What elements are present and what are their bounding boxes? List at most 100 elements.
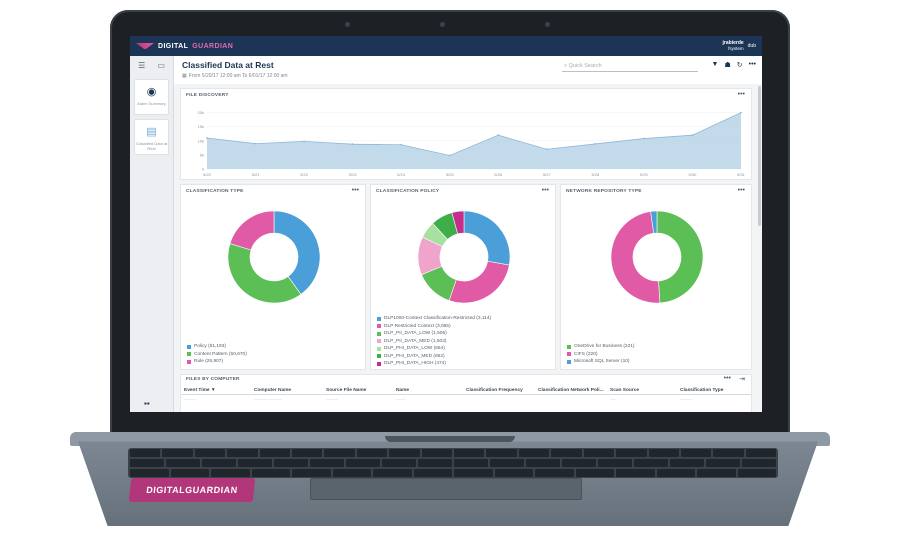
- x-tick-label: 5/23: [349, 172, 358, 177]
- logo-mark-icon: [136, 43, 154, 49]
- alarm-icon: ◉: [146, 86, 157, 98]
- filter-panel-icon[interactable]: ☰: [138, 61, 146, 70]
- more-icon[interactable]: •••: [748, 61, 756, 68]
- column-header[interactable]: Event Time ▼: [184, 388, 216, 393]
- files-table: Event Time ▼ Computer Name Source File Nam…: [181, 387, 751, 401]
- data-point: [594, 143, 597, 145]
- legend-item[interactable]: Microsoft SQL Server (10): [567, 358, 635, 366]
- legend-swatch: [187, 352, 191, 357]
- column-header[interactable]: Name: [396, 388, 410, 393]
- legend-item[interactable]: Rule (25,907): [187, 358, 247, 366]
- column-header[interactable]: Classification Frequency: [466, 388, 523, 393]
- laptop-hinge: [385, 436, 515, 442]
- classification-type-panel: CLASSIFICATION TYPE ••• Policy (51,193) C…: [180, 184, 366, 370]
- files-by-computer-panel: FILES BY COMPUTER ••• ⇥ Event Time ▼ Comp…: [180, 374, 752, 412]
- refresh-icon[interactable]: ↻: [736, 62, 743, 69]
- table-header: Event Time ▼ Computer Name Source File Nam…: [181, 387, 751, 395]
- touchpad: [310, 478, 582, 500]
- legend-item[interactable]: DLP_PHI_DATA_LOW (664): [377, 345, 491, 353]
- panel-menu-button[interactable]: •••: [351, 187, 359, 194]
- legend-label: Microsoft SQL Server (10): [574, 359, 630, 365]
- pie-slice: [273, 210, 321, 295]
- legend-swatch: [187, 359, 191, 364]
- user-domain: fsystem: [728, 46, 744, 51]
- panel-menu-button[interactable]: •••: [737, 187, 745, 194]
- legend-label: Content Pattern (50,670): [194, 351, 247, 357]
- x-tick-label: 5/26: [494, 172, 503, 177]
- keyboard: [128, 448, 778, 478]
- sensor-dot: [345, 22, 350, 27]
- legend-label: DLP_PHI_DATA_HIGH (474): [384, 361, 446, 367]
- app-header: DIGITAL GUARDIAN jrabierde fsystem dub: [130, 36, 762, 56]
- scrollbar[interactable]: [758, 86, 761, 226]
- panel-menu-button[interactable]: •••: [723, 375, 731, 382]
- sidebar: ☰ ▭ ◉ Alarm Summary ▤ Classified Data at…: [130, 56, 174, 412]
- network-repository-panel: NETWORK REPOSITORY TYPE ••• OneDrive for…: [560, 184, 752, 370]
- panel-menu-button[interactable]: •••: [541, 187, 549, 194]
- user-name: jrabierde: [722, 40, 744, 46]
- x-tick-label: 5/20: [203, 172, 212, 177]
- legend-label: DLP Restricted Context (3,065): [384, 323, 451, 329]
- panel-title: FILE DISCOVERY: [186, 93, 229, 98]
- legend-item[interactable]: DLP_PHI_DATA_HIGH (474): [377, 360, 491, 368]
- sidebar-card-alarm-summary[interactable]: ◉ Alarm Summary: [134, 79, 169, 115]
- legend-swatch: [377, 354, 381, 359]
- legend-item[interactable]: DLP_PII_DATA_LOW (1,505): [377, 330, 491, 338]
- y-tick-label: 20k: [198, 110, 204, 115]
- date-range[interactable]: ▦ From 5/20/17 12:00 am To 6/01/17 12:00 …: [182, 73, 754, 79]
- data-point: [740, 111, 742, 114]
- page-title: Classified Data at Rest: [182, 60, 274, 70]
- network-repository-chart: [610, 210, 704, 304]
- data-point: [448, 154, 451, 157]
- legend-swatch: [377, 324, 381, 329]
- data-point: [351, 143, 354, 146]
- sidebar-card-classified-data[interactable]: ▤ Classified Data at Rest: [134, 119, 169, 155]
- brand-logo[interactable]: DIGITAL GUARDIAN: [136, 43, 233, 50]
- column-header[interactable]: Classification Network Poli...: [538, 388, 604, 393]
- y-tick-label: 10k: [198, 138, 204, 143]
- legend-item[interactable]: DLP Restricted Context (3,065): [377, 323, 491, 331]
- legend-swatch: [377, 346, 381, 351]
- y-tick-label: 5k: [200, 152, 204, 157]
- toolbar: ▼ ☗ ↻ •••: [712, 61, 756, 69]
- column-header[interactable]: Computer Name: [254, 388, 292, 393]
- legend-item[interactable]: DLP_PHI_DATA_MED (862): [377, 353, 491, 361]
- table-row[interactable]: --------- ---------- ---------- --------- -…: [184, 395, 692, 401]
- y-tick-label: 0: [202, 167, 205, 172]
- data-point: [254, 142, 257, 145]
- legend-swatch: [377, 331, 381, 336]
- legend-label: DLP_PII_DATA_LOW (1,505): [384, 331, 447, 337]
- legend-item[interactable]: Policy (51,193): [187, 343, 247, 351]
- pie-slice: [610, 211, 661, 304]
- collapse-icon[interactable]: ⇥: [739, 376, 745, 383]
- data-point: [497, 134, 500, 137]
- user-badge: dub: [747, 43, 756, 49]
- data-point: [206, 137, 208, 139]
- classification-policy-panel: CLASSIFICATION POLICY ••• DLP1000-Contex…: [370, 184, 556, 370]
- filter-icon[interactable]: ▼: [711, 61, 719, 68]
- column-header[interactable]: Classification Type: [680, 388, 724, 393]
- panel-title: CLASSIFICATION TYPE: [186, 189, 244, 194]
- dashboard-icon[interactable]: ▭: [157, 61, 165, 70]
- keyboard-logo: DIGITALGUARDIAN: [128, 478, 256, 502]
- line-series: [206, 112, 742, 156]
- user-menu[interactable]: jrabierde fsystem: [722, 40, 744, 52]
- group-icon[interactable]: ☗: [724, 62, 731, 69]
- legend-item[interactable]: CIFS (220): [567, 351, 635, 359]
- legend-swatch: [187, 344, 191, 349]
- quick-search-input[interactable]: ⌕ Quick Search: [562, 62, 698, 72]
- panel-menu-button[interactable]: •••: [737, 91, 745, 98]
- legend-item[interactable]: DLP_PII_DATA_MED (1,503): [377, 338, 491, 346]
- column-header[interactable]: Source File Name: [326, 388, 367, 393]
- legend-item[interactable]: Content Pattern (50,670): [187, 351, 247, 359]
- column-header[interactable]: Scan Source: [610, 388, 640, 393]
- file-discovery-chart: 20k 15k 10k 5k 05/20 5/21 5/22 5/23 5/24 5/25 5/26…: [198, 110, 746, 177]
- pie-slice: [227, 243, 302, 304]
- legend-swatch: [567, 359, 571, 364]
- legend-item[interactable]: DLP1000-Context Classification-Restricte…: [377, 315, 491, 323]
- search-placeholder: Quick Search: [568, 63, 602, 69]
- x-tick-label: 5/30: [689, 172, 698, 177]
- file-icon: ▤: [146, 126, 157, 138]
- legend-item[interactable]: OneDrive for Business (221): [567, 343, 635, 351]
- grid-view-icon[interactable]: ▪▪: [144, 399, 150, 408]
